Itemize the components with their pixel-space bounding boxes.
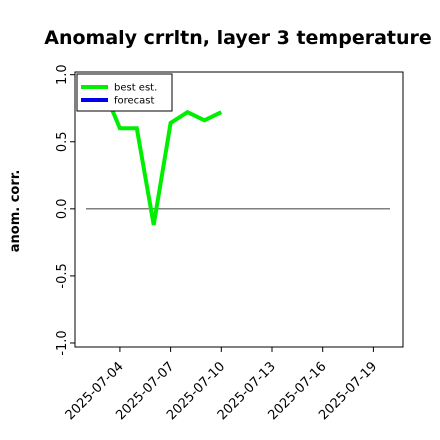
y-tick-label: 1.0 [55,64,70,85]
series-line-best-est [101,87,223,226]
x-axis: 2025-07-042025-07-072025-07-102025-07-13… [63,347,380,423]
y-tick-label: 0.0 [55,198,70,219]
y-tick-label: 0.5 [55,131,70,152]
legend: best est. forecast [76,73,173,112]
plot-frame [74,71,404,348]
y-tick-label: -0.5 [55,263,70,288]
y-axis: -1.0 -0.5 0.0 0.5 1.0 [55,64,75,356]
series-layer [101,87,223,226]
legend-label: forecast [114,96,155,107]
chart-title: Anomaly crrltn, layer 3 temperature [44,27,432,49]
y-axis-label: anom. corr. [8,170,23,253]
legend-box [76,73,173,112]
y-tick-label: -1.0 [55,330,70,355]
legend-label: best est. [114,83,157,94]
